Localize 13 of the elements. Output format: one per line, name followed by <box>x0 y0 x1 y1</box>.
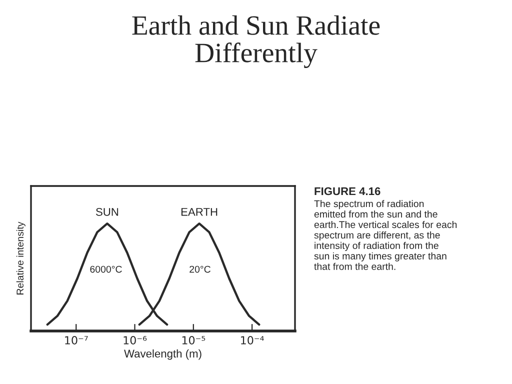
annotation: 20°C <box>190 266 210 273</box>
series-label: SUN <box>96 208 118 216</box>
chart-title: Earth and Sun Radiate Differently <box>132 15 380 68</box>
text: The spectrum of radiation emitted from the sun and the earth.The vertical scales for each spectrum are different, as the intensity of radiation from the sun is many times greater than that from the earth. <box>314 200 457 270</box>
y-axis-title: Relative intensity <box>16 222 26 294</box>
series-label: EARTH <box>181 208 218 216</box>
annotation: 6000°C <box>90 266 122 273</box>
x-tick-label: 10⁻⁴ <box>241 336 264 344</box>
x-tick-label: 10⁻⁵ <box>182 336 206 344</box>
x-axis-title: Wavelength (m) <box>124 349 202 360</box>
x-tick-label: 10⁻⁷ <box>65 336 88 344</box>
x-tick-label: 10⁻⁶ <box>124 336 147 344</box>
caption: FIGURE 4.16 <box>314 187 380 196</box>
